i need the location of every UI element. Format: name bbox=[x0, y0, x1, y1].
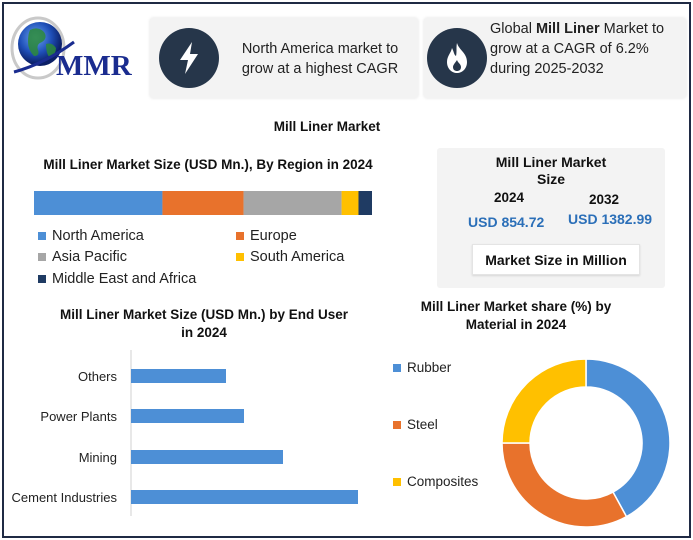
region-stacked-bar bbox=[34, 191, 372, 215]
legend-swatch bbox=[236, 232, 244, 240]
cagr-text-suffix: Market to grow at a CAGR of 6.2% during … bbox=[490, 21, 665, 77]
lightning-bolt-icon bbox=[159, 28, 219, 88]
region-chart-title: Mill Liner Market Size (USD Mn.), By Reg… bbox=[43, 157, 373, 172]
legend-label: North America bbox=[52, 228, 144, 244]
material-chart-title: Mill Liner Market share (%) by Material … bbox=[420, 299, 612, 332]
material-donut-chart bbox=[501, 358, 671, 528]
region-bar-segment-europe bbox=[162, 191, 244, 215]
cagr-card: Global Mill Liner Market to grow at a CA… bbox=[424, 18, 686, 98]
enduser-category-label: Cement Industries bbox=[12, 490, 118, 505]
region-bar-segment-asia-pacific bbox=[243, 191, 342, 215]
mmr-logo: MMR bbox=[10, 14, 142, 94]
legend-label: Rubber bbox=[407, 360, 452, 375]
legend-swatch bbox=[38, 275, 46, 283]
enduser-bar bbox=[131, 490, 358, 504]
value-2024: USD 854.72 bbox=[468, 214, 545, 230]
cagr-text: Global Mill Liner Market to grow at a CA… bbox=[490, 19, 686, 79]
flame-icon bbox=[427, 28, 487, 88]
region-bar-segment-middle-east-and-africa bbox=[358, 191, 372, 215]
donut-slice-rubber bbox=[585, 358, 671, 518]
legend-label: Composites bbox=[407, 474, 479, 489]
enduser-category-label: Mining bbox=[79, 450, 117, 465]
region-legend-item: Europe bbox=[236, 228, 297, 244]
material-legend-item: Composites bbox=[393, 474, 478, 489]
legend-swatch bbox=[393, 363, 401, 372]
main-title: Mill Liner Market bbox=[273, 119, 381, 134]
year-2032: 2032 bbox=[589, 192, 620, 207]
globe-icon bbox=[10, 16, 75, 80]
material-legend-item: Steel bbox=[393, 417, 438, 432]
enduser-bar bbox=[131, 409, 244, 423]
cagr-text-bold: Mill Liner bbox=[535, 21, 600, 37]
enduser-bar bbox=[131, 450, 283, 464]
value-2032: USD 1382.99 bbox=[568, 211, 653, 227]
legend-label: Asia Pacific bbox=[52, 249, 127, 265]
enduser-bar bbox=[131, 369, 226, 383]
legend-label: South America bbox=[250, 249, 345, 265]
legend-label: Europe bbox=[250, 228, 297, 244]
enduser-bar-chart: Others Power Plants Mining Cement Industrie… bbox=[12, 350, 358, 516]
market-size-card: Mill Liner Market Size 2024 2032 USD 854… bbox=[437, 148, 665, 288]
region-bar-segment-south-america bbox=[341, 191, 359, 215]
material-legend-item: Rubber bbox=[393, 360, 451, 375]
legend-label: Middle East and Africa bbox=[52, 271, 197, 287]
legend-swatch bbox=[38, 232, 46, 240]
legend-swatch bbox=[393, 477, 401, 486]
north-america-card: North America market to grow at a highes… bbox=[150, 18, 418, 98]
north-america-text: North America market to grow at a highes… bbox=[241, 41, 399, 77]
year-2024: 2024 bbox=[494, 190, 525, 205]
legend-swatch bbox=[38, 253, 46, 261]
donut-slice-steel bbox=[501, 442, 628, 528]
legend-swatch bbox=[393, 420, 401, 429]
enduser-category-label: Others bbox=[78, 369, 118, 384]
region-legend-item: North America bbox=[38, 228, 144, 244]
region-legend-item: South America bbox=[236, 249, 344, 265]
market-size-unit: Market Size in Million bbox=[472, 244, 640, 275]
enduser-chart-title: Mill Liner Market Size (USD Mn.) by End … bbox=[59, 307, 349, 340]
region-legend-item: Middle East and Africa bbox=[38, 271, 196, 287]
donut-slice-composites bbox=[501, 358, 587, 444]
cagr-text-prefix: Global bbox=[490, 21, 536, 37]
enduser-category-label: Power Plants bbox=[40, 409, 117, 424]
legend-swatch bbox=[236, 253, 244, 261]
region-bar-segment-north-america bbox=[34, 191, 163, 215]
logo-text: MMR bbox=[56, 50, 132, 82]
market-size-title: Mill Liner Market Size bbox=[495, 154, 607, 187]
region-legend-item: Asia Pacific bbox=[38, 249, 127, 265]
legend-label: Steel bbox=[407, 417, 438, 432]
